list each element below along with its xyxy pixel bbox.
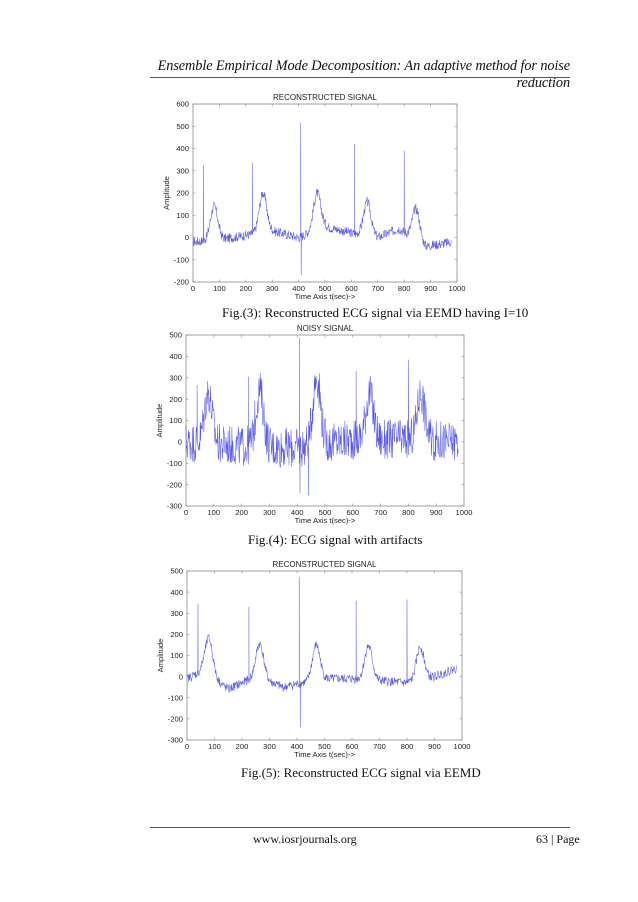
signal-line: [185, 338, 459, 496]
figure-4-caption: Fig.(4): ECG signal with artifacts: [248, 532, 423, 547]
figure-3-caption: Fig.(3): Reconstructed ECG signal via EE…: [222, 305, 529, 320]
chart-title: NOISY SIGNAL: [297, 324, 354, 333]
x-tick-label: 100: [207, 508, 220, 517]
x-tick-label: 900: [430, 508, 443, 517]
x-tick-label: 700: [373, 742, 386, 751]
y-axis-label: Amplitude: [156, 639, 165, 673]
y-tick-label: 200: [176, 189, 189, 198]
y-tick-label: 100: [176, 211, 189, 220]
x-tick-label: 800: [398, 284, 411, 293]
running-header-title: Ensemble Empirical Mode Decomposition: A…: [157, 58, 570, 91]
y-tick-label: 400: [176, 144, 189, 153]
x-tick-label: 1000: [449, 284, 466, 293]
x-tick-label: 100: [208, 742, 221, 751]
x-tick-label: 0: [184, 508, 188, 517]
y-tick-label: -200: [174, 278, 189, 287]
y-tick-label: 200: [169, 395, 182, 404]
x-tick-label: 300: [266, 284, 279, 293]
x-tick-label: 800: [402, 508, 415, 517]
x-tick-label: 600: [346, 508, 359, 517]
y-tick-label: 100: [169, 416, 182, 425]
x-tick-label: 900: [424, 284, 437, 293]
y-axis-label: Amplitude: [155, 404, 164, 438]
x-tick-label: 800: [401, 742, 414, 751]
y-tick-label: 0: [178, 438, 182, 447]
y-tick-label: 0: [185, 233, 189, 242]
x-tick-label: 300: [263, 508, 276, 517]
y-tick-label: 400: [170, 588, 183, 597]
x-tick-label: 400: [291, 742, 304, 751]
signal-line: [192, 122, 452, 276]
y-tick-label: 500: [169, 331, 182, 340]
y-tick-label: 600: [176, 100, 189, 109]
x-tick-label: 0: [191, 284, 195, 293]
y-tick-label: -300: [168, 736, 183, 745]
footer-rule: [150, 827, 570, 828]
y-tick-label: 500: [170, 567, 183, 576]
y-tick-label: -200: [168, 715, 183, 724]
plot-area: [185, 334, 465, 507]
x-axis-label: Time Axis t(sec)->: [294, 750, 355, 759]
figure-5-caption: Fig.(5): Reconstructed ECG signal via EE…: [241, 765, 481, 780]
x-tick-label: 700: [374, 508, 387, 517]
header-rule: [150, 77, 570, 78]
x-tick-label: 900: [428, 742, 441, 751]
chart-title: RECONSTRUCTED SIGNAL: [272, 560, 377, 569]
x-tick-label: 1000: [456, 508, 473, 517]
x-tick-label: 0: [185, 742, 189, 751]
x-axis-label: Time Axis t(sec)->: [295, 516, 356, 525]
x-tick-label: 1000: [454, 742, 471, 751]
y-tick-label: 0: [179, 672, 183, 681]
y-tick-label: 300: [176, 166, 189, 175]
x-tick-label: 100: [213, 284, 226, 293]
signal-line: [186, 577, 457, 728]
y-tick-label: -200: [167, 480, 182, 489]
x-tick-label: 500: [319, 284, 332, 293]
y-tick-label: -100: [168, 693, 183, 702]
footer-url-link[interactable]: www.iosrjournals.org: [253, 832, 357, 846]
x-tick-label: 200: [235, 508, 248, 517]
y-tick-label: 300: [170, 609, 183, 618]
x-tick-label: 200: [236, 742, 249, 751]
x-tick-label: 400: [291, 508, 304, 517]
x-tick-label: 500: [319, 508, 332, 517]
plot-area: [186, 570, 463, 741]
footer-page-number: 63 | Page: [536, 832, 580, 846]
x-axis-label: Time Axis t(sec)->: [295, 292, 356, 301]
y-tick-label: 300: [169, 373, 182, 382]
x-tick-label: 600: [346, 742, 359, 751]
plot-area: [192, 103, 458, 283]
chart-title: RECONSTRUCTED SIGNAL: [273, 93, 378, 102]
y-tick-label: 400: [169, 352, 182, 361]
x-tick-label: 300: [263, 742, 276, 751]
x-tick-label: 600: [345, 284, 358, 293]
y-tick-label: 500: [176, 122, 189, 131]
y-tick-label: 100: [170, 651, 183, 660]
x-tick-label: 700: [371, 284, 384, 293]
x-tick-label: 200: [239, 284, 252, 293]
y-tick-label: 200: [170, 630, 183, 639]
y-axis-label: Amplitude: [162, 176, 171, 210]
y-tick-label: -300: [167, 502, 182, 511]
y-tick-label: -100: [167, 459, 182, 468]
x-tick-label: 500: [318, 742, 331, 751]
x-tick-label: 400: [292, 284, 305, 293]
y-tick-label: -100: [174, 255, 189, 264]
